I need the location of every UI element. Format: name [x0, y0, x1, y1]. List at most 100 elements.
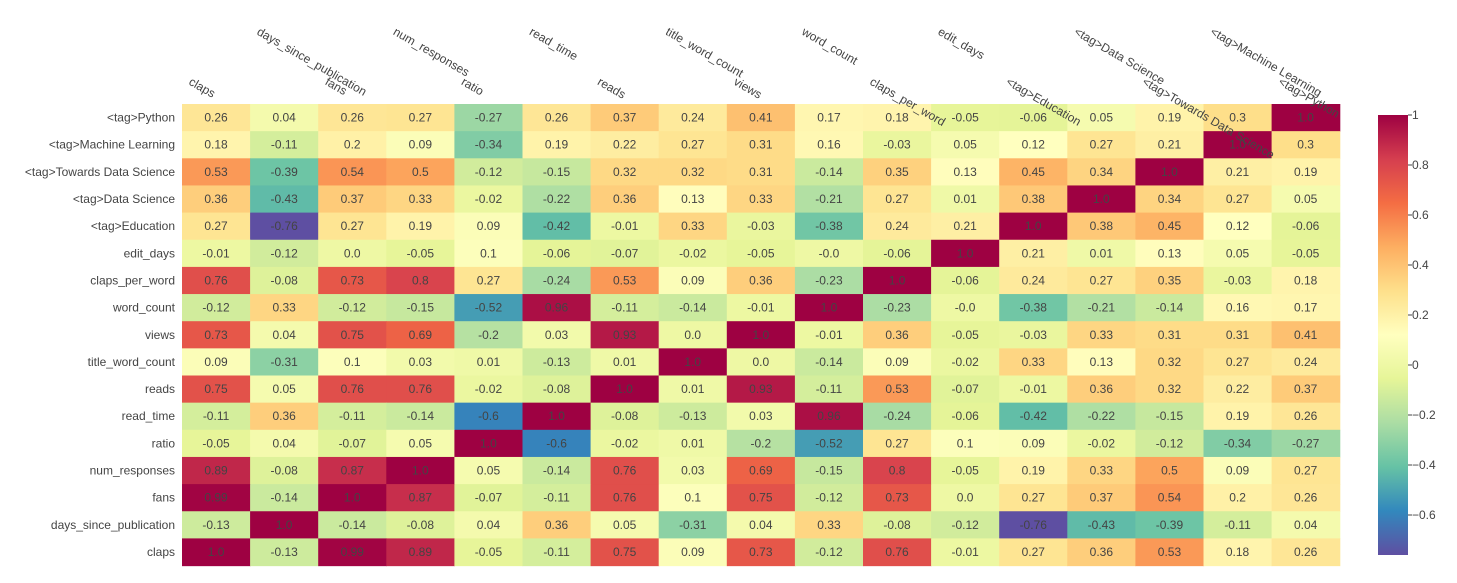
heatmap-cell-label: 0.76: [613, 464, 637, 478]
heatmap-cell: [386, 131, 455, 159]
heatmap-cell-label: -0.12: [339, 301, 367, 315]
heatmap-cell: [1135, 484, 1205, 512]
heatmap-cell: [250, 212, 319, 241]
heatmap-cell: [590, 375, 660, 404]
heatmap-cell: [1067, 375, 1136, 404]
heatmap-cell-label: 0.3: [1297, 138, 1314, 152]
heatmap-cell-label: 0.09: [204, 355, 228, 369]
heatmap-cell-label: -0.08: [270, 273, 298, 287]
heatmap-cell: [794, 239, 864, 268]
heatmap-cell-label: 0.05: [1294, 192, 1318, 206]
heatmap-cell-label: -0.15: [815, 464, 843, 478]
heatmap-cell-label: 0.27: [1022, 491, 1046, 505]
heatmap-cell: [182, 375, 251, 404]
heatmap-cell-label: 0.32: [1158, 355, 1182, 369]
heatmap-cell-label: 0.53: [885, 382, 909, 396]
heatmap-cell-label: 0.26: [1294, 409, 1318, 423]
y-tick-label: days_since_publication: [51, 518, 175, 532]
heatmap-cell: [182, 185, 251, 214]
colorbar-tick-label: 0.6: [1412, 208, 1429, 222]
heatmap-cell-label: -0.2: [478, 328, 499, 342]
heatmap-cell-label: -0.31: [270, 355, 298, 369]
heatmap-cell: [794, 131, 864, 159]
heatmap-cell-label: 0.09: [1226, 464, 1250, 478]
heatmap-cell-label: -0.27: [475, 111, 503, 125]
heatmap-cell-label: 0.33: [272, 301, 296, 315]
heatmap-cell-label: 0.76: [613, 491, 637, 505]
heatmap-cell-label: -0.76: [1020, 518, 1048, 532]
heatmap-cell-label: -0.14: [815, 355, 843, 369]
colorbar-tick-label: 0.2: [1412, 308, 1429, 322]
heatmap-cell: [522, 158, 592, 187]
x-tick-label: title_word_count: [663, 24, 746, 80]
heatmap-cell: [182, 294, 251, 322]
heatmap-cell: [794, 104, 864, 132]
heatmap-cell: [250, 429, 319, 458]
heatmap-cell-label: -0.14: [339, 518, 367, 532]
heatmap-cell-label: 0.27: [1090, 138, 1114, 152]
heatmap-cell: [590, 294, 660, 322]
heatmap-cell-label: -0.12: [270, 246, 298, 260]
heatmap-cell-label: 0.73: [749, 545, 773, 559]
heatmap-cell: [386, 456, 455, 485]
heatmap-cell: [1203, 185, 1273, 214]
heatmap-cell-label: 0.36: [272, 409, 296, 423]
heatmap-cell-label: -0.24: [883, 409, 911, 423]
heatmap-cell-label: -0.14: [679, 301, 707, 315]
heatmap-cell-label: -0.34: [475, 138, 503, 152]
heatmap-cell: [999, 402, 1068, 431]
heatmap-cell: [658, 185, 728, 214]
heatmap-cell-label: 0.31: [1226, 328, 1250, 342]
heatmap-cell: [863, 294, 932, 322]
heatmap-cell-label: 0.05: [613, 518, 637, 532]
heatmap-cell: [182, 212, 251, 241]
heatmap-cell: [863, 484, 932, 512]
heatmap-cell: [794, 429, 864, 458]
heatmap-cell: [182, 456, 251, 485]
heatmap-cell-label: 1.0: [276, 518, 293, 532]
heatmap-cell-label: -0.12: [815, 545, 843, 559]
heatmap-cell: [658, 484, 728, 512]
y-tick-label: views: [145, 328, 175, 342]
heatmap-cell-label: 0.75: [613, 545, 637, 559]
heatmap-cell: [863, 212, 932, 241]
heatmap-cell: [522, 104, 592, 132]
heatmap-cell: [726, 266, 796, 295]
heatmap-cell-label: 0.13: [953, 165, 977, 179]
heatmap-cell-label: 0.09: [885, 355, 909, 369]
heatmap-cell: [1271, 375, 1341, 404]
heatmap-cell: [318, 375, 387, 404]
y-tick-label: edit_days: [124, 246, 175, 260]
heatmap-cell: [318, 538, 387, 567]
heatmap-cell: [250, 185, 319, 214]
heatmap-cell: [726, 348, 796, 377]
heatmap-cell-label: 0.01: [953, 192, 977, 206]
colorbar-tick-label: 0: [1412, 358, 1419, 372]
heatmap-cell-label: -0.05: [1292, 246, 1320, 260]
heatmap-cell: [1203, 375, 1273, 404]
heatmap-cell-label: -0.11: [816, 382, 843, 396]
heatmap-cell-label: 0.32: [1158, 382, 1182, 396]
heatmap-cell: [863, 456, 932, 485]
heatmap-cell: [1271, 402, 1341, 431]
heatmap-cell: [658, 266, 728, 295]
heatmap-cell: [1203, 131, 1273, 159]
heatmap-cell-label: -0.08: [543, 382, 571, 396]
heatmap-cell-label: -0.21: [1088, 301, 1116, 315]
heatmap-cell-label: -0.12: [475, 165, 503, 179]
heatmap-cell-label: -0.12: [1156, 436, 1184, 450]
heatmap-cell-label: 0.27: [681, 138, 705, 152]
heatmap-cell: [999, 185, 1068, 214]
heatmap-cell: [863, 321, 932, 349]
heatmap-cell: [454, 131, 524, 159]
heatmap-cell: [1067, 484, 1136, 512]
heatmap-cell-label: -0.27: [1292, 436, 1320, 450]
heatmap-cell-label: 1.0: [889, 273, 906, 287]
heatmap-cell: [522, 402, 592, 431]
heatmap-cell-label: -0.13: [543, 355, 571, 369]
heatmap-cell: [1135, 321, 1205, 349]
heatmap-cell: [1067, 429, 1136, 458]
heatmap-cell-label: 0.75: [749, 491, 773, 505]
heatmap-cell: [590, 348, 660, 377]
heatmap-cell: [1203, 104, 1273, 132]
